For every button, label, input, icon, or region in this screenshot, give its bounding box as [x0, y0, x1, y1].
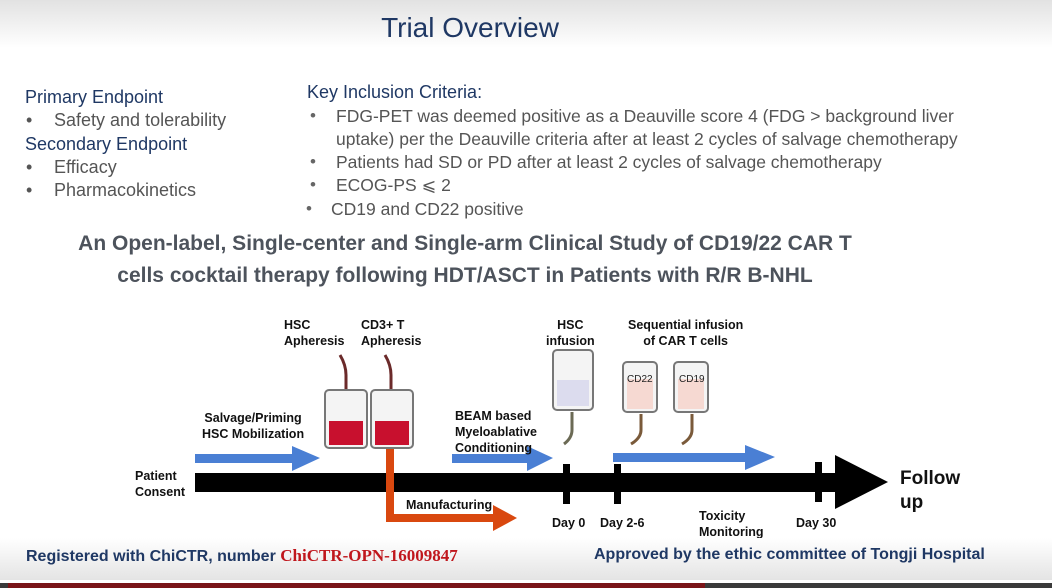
inclusion-item: Patients had SD or PD after at least 2 c…: [336, 152, 882, 172]
follow-up-label: Follow up: [900, 468, 961, 513]
registration-number: ChiCTR-OPN-16009847: [280, 546, 458, 565]
footer-band: [0, 538, 1052, 580]
ethics-approval-note: Approved by the ethic committee of Tongj…: [594, 546, 985, 563]
study-headline-line1: An Open-label, Single-center and Single-…: [78, 232, 852, 255]
patient-consent-label: Patient Consent: [135, 469, 185, 499]
day2-6-label: Day 2-6: [600, 516, 645, 530]
secondary-endpoint-heading: Secondary Endpoint: [25, 134, 188, 154]
slide-title: Trial Overview: [381, 12, 559, 43]
timeline-arrowhead: [835, 455, 888, 509]
bullet: •: [310, 152, 316, 171]
sequential-infusion-label: Sequential infusion of CAR T cells: [628, 318, 744, 348]
hsc-infusion-label: HSC infusion: [546, 318, 595, 348]
day30-tick: [815, 462, 822, 502]
salvage-arrow: [195, 454, 295, 463]
beam-label: BEAM based Myeloablative Conditioning: [455, 409, 537, 455]
secondary-endpoint-item: Pharmacokinetics: [26, 180, 196, 201]
inclusion-heading: Key Inclusion Criteria:: [307, 82, 483, 102]
registration-note: Registered with ChiCTR, number ChiCTR-OP…: [26, 546, 458, 565]
manufacturing-arrow: [386, 428, 517, 531]
beam-arrow: [452, 454, 530, 463]
timeline-diagram: [195, 349, 888, 531]
inclusion-item: FDG-PET was deemed positive as a Deauvil…: [336, 106, 954, 126]
day2-6-tick: [614, 464, 621, 504]
day0-tick: [563, 464, 570, 504]
cd22-car-t-bag-icon: [622, 361, 658, 446]
hsc-apheresis-bag-icon: [324, 354, 368, 449]
car-t-arrow: [613, 453, 748, 462]
manufacturing-label: Manufacturing: [406, 498, 493, 512]
video-progress-played[interactable]: [8, 583, 705, 588]
cd19-bag-label: CD19: [679, 374, 705, 385]
inclusion-item: ECOG-PS ⩽ 2: [336, 175, 451, 195]
inclusion-item: CD19 and CD22 positive: [331, 199, 524, 219]
cd3-apheresis-label: CD3+ T Apheresis: [361, 318, 422, 348]
day0-label: Day 0: [552, 516, 586, 530]
inclusion-item-cont: uptake) per the Deauville criteria after…: [336, 129, 958, 149]
timeline-bar: [195, 473, 845, 492]
cd22-bag-label: CD22: [627, 374, 653, 385]
secondary-endpoint-item: Efficacy: [26, 157, 117, 178]
day30-label: Day 30: [796, 516, 837, 530]
bullet: •: [306, 199, 312, 218]
salvage-label: Salvage/Priming HSC Mobilization: [202, 411, 305, 441]
cd3-apheresis-bag-icon: [370, 354, 414, 449]
primary-endpoint-item: Safety and tolerability: [26, 110, 226, 131]
cd19-car-t-bag-icon: [673, 361, 709, 446]
hsc-apheresis-label: HSC Apheresis: [284, 318, 345, 348]
study-headline-line2: cells cocktail therapy following HDT/ASC…: [117, 264, 813, 287]
bullet: •: [310, 106, 316, 125]
hsc-infusion-bag-icon: [552, 349, 594, 446]
bullet: •: [310, 175, 316, 194]
title-band: [0, 0, 1052, 48]
toxicity-monitoring-label: Toxicity Monitoring: [699, 509, 764, 539]
primary-endpoint-heading: Primary Endpoint: [25, 87, 164, 107]
